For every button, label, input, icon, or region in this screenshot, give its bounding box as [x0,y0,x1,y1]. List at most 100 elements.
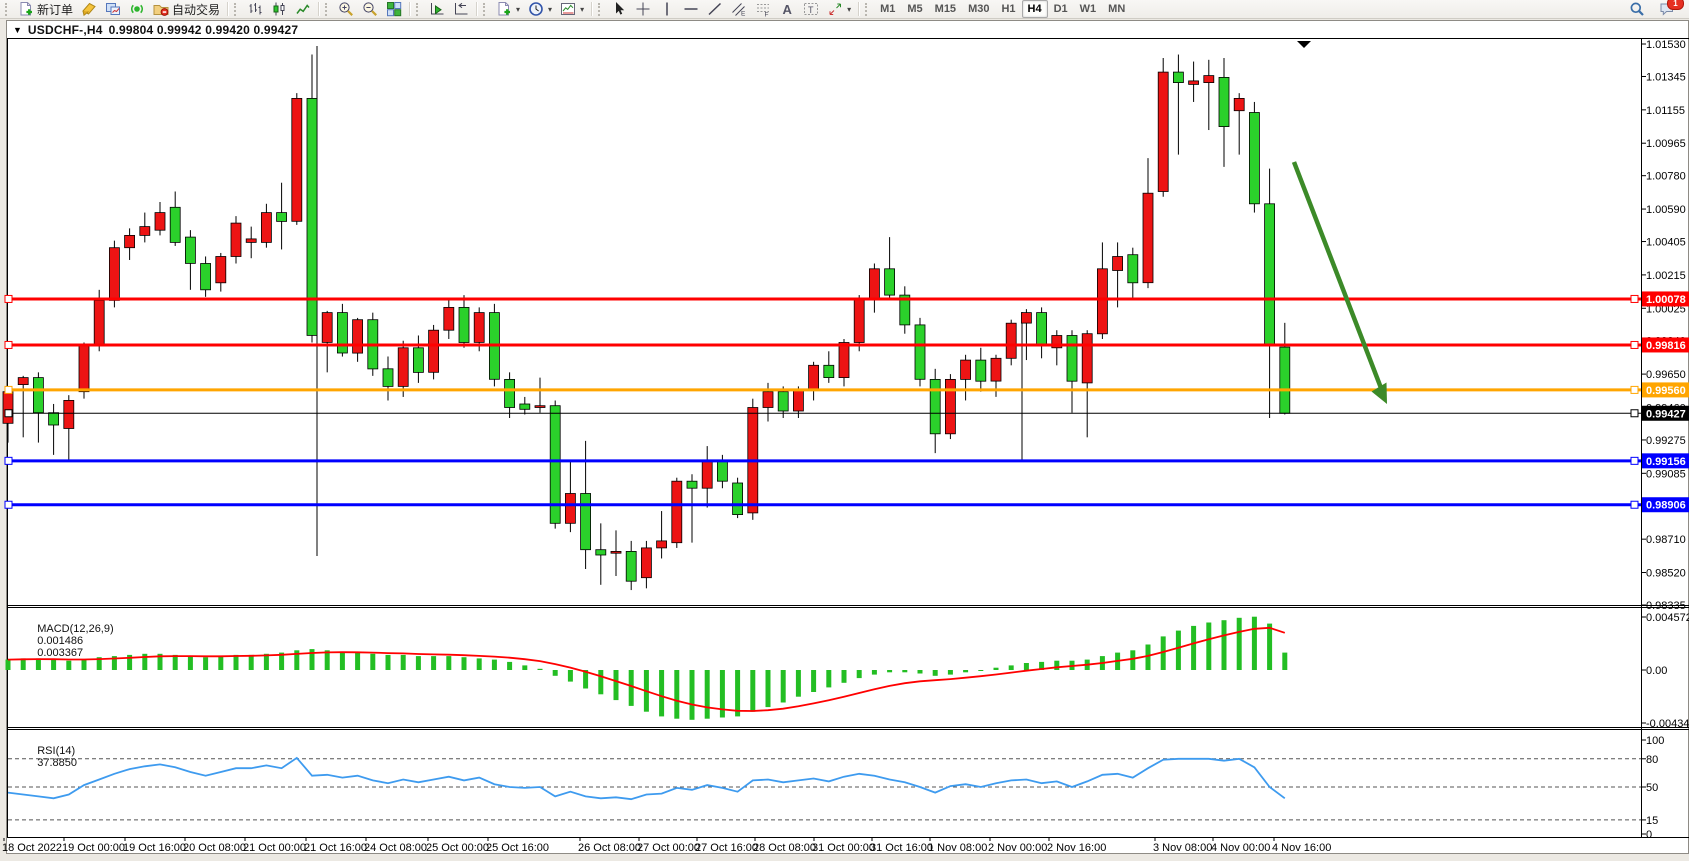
text-label-button[interactable]: T [799,0,823,19]
toolbar-button-label: 自动交易 [172,2,221,17]
candle [853,298,865,343]
timeframe-H1-button[interactable]: H1 [1001,3,1016,15]
line-endpoint-handle[interactable] [1630,385,1639,394]
autotrading-button[interactable]: 自动交易 [149,0,224,19]
toolbar-separator [318,2,320,16]
toolbar-drag-handle[interactable] [865,2,871,16]
line-endpoint-handle[interactable] [1630,294,1639,303]
line-endpoint-handle[interactable] [4,340,13,349]
cursor-button[interactable] [607,0,631,19]
timeframe-D1-button[interactable]: D1 [1053,3,1068,15]
line-endpoint-handle[interactable] [1630,409,1639,418]
chevron-down-icon: ▾ [580,4,585,14]
candlestick-button[interactable] [267,0,291,19]
crosshair-button[interactable] [631,0,655,19]
price-tick-label: 0.99085 [1646,468,1686,480]
rsi-axis-label: 50 [1646,782,1658,794]
macd-histogram-bar [431,656,437,670]
candle [945,378,956,435]
candle [200,263,212,291]
line-endpoint-handle[interactable] [1630,340,1639,349]
macd-histogram-bar [674,670,680,719]
timeframe-M1-button[interactable]: M1 [880,3,896,15]
candle [215,256,227,284]
line-endpoint-handle[interactable] [1630,500,1639,509]
candle [717,459,728,482]
trendline-button[interactable] [703,0,727,19]
macd-histogram-bar [324,650,330,670]
templates-button[interactable]: ▾ [556,0,588,19]
timeframe-M15-button[interactable]: M15 [934,3,957,15]
time-axis-label: 2 Nov 00:00 [988,842,1047,854]
macd-histogram-bar [339,651,345,670]
trend-arrow-head[interactable] [1371,382,1388,405]
candle [48,412,59,426]
crosshair-icon [636,2,650,16]
macd-histogram-bar [233,654,239,670]
toolbar-drag-handle[interactable] [598,2,604,16]
vline-button[interactable] [655,0,679,19]
chat-button[interactable]: 1 [1655,0,1684,19]
line-endpoint-handle[interactable] [4,385,13,394]
auto-scroll-button[interactable] [425,0,449,19]
charts-button[interactable] [101,0,125,19]
candle [1081,333,1093,384]
timeframe-M5-button[interactable]: M5 [907,3,923,15]
metaeditor-button[interactable] [77,0,101,19]
time-axis-label: 21 Oct 16:00 [304,842,367,854]
macd-histogram-bar [932,670,938,676]
macd-histogram-bar [750,670,756,712]
new-order-button[interactable]: 新订单 [14,0,77,19]
arrows-button[interactable]: ▾ [823,0,855,19]
signals-button[interactable] [125,0,149,19]
macd-histogram-bar [203,657,209,670]
line-chart-button[interactable] [291,0,315,19]
toolbar: 新订单 自动交易 ▾ ▾ ▾ E F A T ▾ M1 M5 M15 M30 H1 H4 D1 W1 MN 1 [0,0,1689,19]
macd-histogram-bar [248,654,254,670]
search-button[interactable] [1625,0,1649,19]
line-endpoint-handle[interactable] [4,409,13,418]
zoom-out-button[interactable] [358,0,382,19]
svg-text:E: E [741,11,746,18]
bar-chart-button[interactable] [243,0,267,19]
hline-icon [684,8,698,10]
templates-icon [561,3,576,15]
trend-arrow[interactable] [1291,161,1384,389]
line-endpoint-handle[interactable] [4,456,13,465]
channel-button[interactable]: E [727,0,751,19]
trendline-icon [708,2,722,16]
timeframe-H4-button[interactable]: H4 [1021,0,1048,18]
periods-button[interactable]: ▾ [524,0,556,19]
chart-dropdown-icon[interactable]: ▼ [13,24,22,35]
fibonacci-button[interactable]: F [751,0,775,19]
timeframe-M30-button[interactable]: M30 [968,3,990,15]
hline-button[interactable] [679,0,703,19]
candle [473,312,485,343]
chevron-down-icon: ▾ [516,4,521,14]
chart-shift-button[interactable] [449,0,473,19]
candle [1097,268,1108,335]
toolbar-drag-handle[interactable] [416,2,422,16]
timeframe-W1-button[interactable]: W1 [1079,3,1097,15]
timeframe-MN-button[interactable]: MN [1108,3,1126,15]
toolbar-drag-handle[interactable] [234,2,240,16]
toolbar-drag-handle[interactable] [5,2,11,16]
line-endpoint-handle[interactable] [1630,456,1639,465]
macd-histogram-bar [1145,644,1151,670]
macd-histogram-bar [1008,665,1014,670]
candle [1021,312,1032,324]
toolbar-drag-handle[interactable] [325,2,331,16]
zoom-in-button[interactable] [334,0,358,19]
line-endpoint-handle[interactable] [4,294,13,303]
text-button[interactable]: A [775,0,799,19]
candle [565,493,576,524]
candle [245,238,257,243]
indicators-button[interactable]: ▾ [492,0,524,19]
tile-windows-button[interactable] [382,0,406,19]
macd-histogram-bar [309,649,315,670]
toolbar-drag-handle[interactable] [483,2,489,16]
line-endpoint-handle[interactable] [4,500,13,509]
macd-histogram-bar [385,654,391,670]
